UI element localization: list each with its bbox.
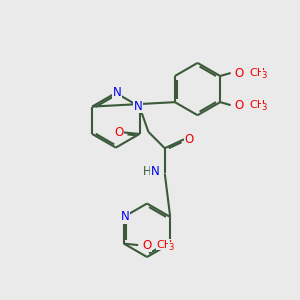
Text: N: N (134, 100, 143, 113)
Text: 3: 3 (261, 103, 266, 112)
Text: O: O (114, 126, 124, 139)
Text: N: N (121, 210, 129, 224)
Text: 3: 3 (261, 71, 266, 80)
Text: 3: 3 (168, 243, 174, 252)
Text: O: O (184, 133, 194, 146)
Text: O: O (142, 238, 151, 252)
Text: CH: CH (249, 68, 265, 78)
Text: CH: CH (249, 100, 265, 110)
Text: O: O (235, 67, 244, 80)
Text: N: N (112, 86, 122, 99)
Text: N: N (151, 166, 159, 178)
Text: CH: CH (157, 239, 173, 250)
Text: O: O (235, 99, 244, 112)
Text: H: H (142, 166, 152, 178)
